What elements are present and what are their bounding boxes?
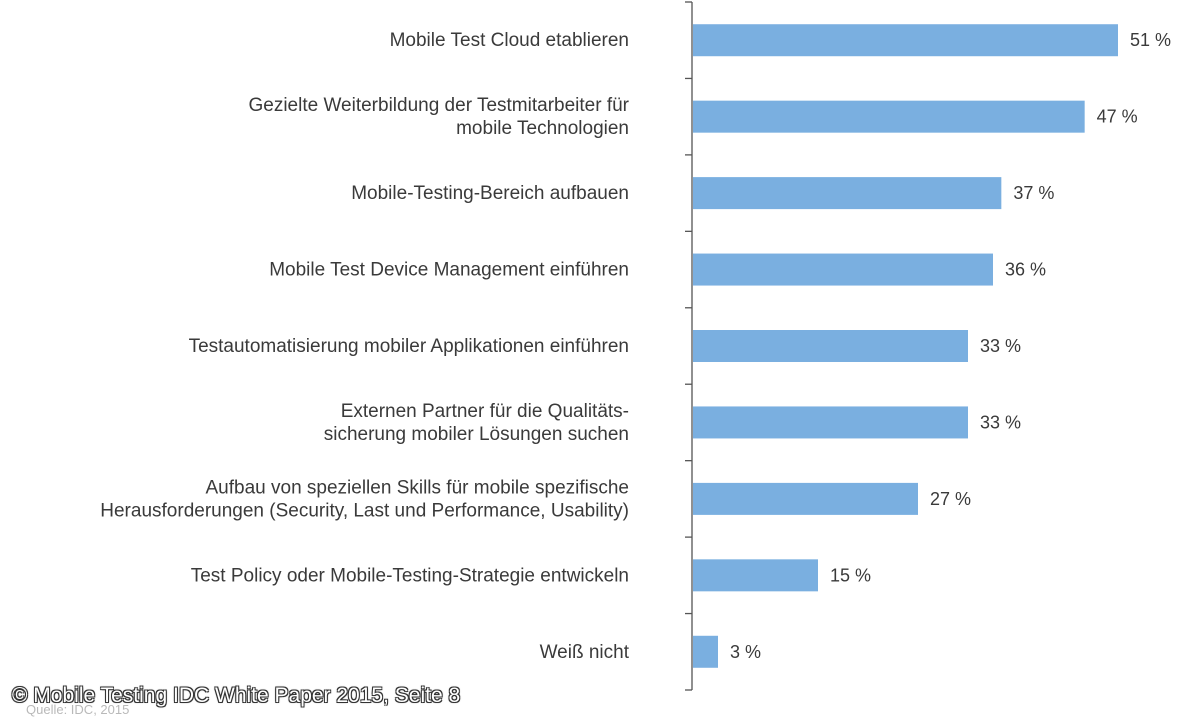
category-label: mobile Technologien	[456, 118, 629, 139]
data-label: 33 %	[980, 412, 1021, 432]
bar	[693, 482, 918, 515]
bar	[693, 253, 993, 286]
category-label: Mobile Test Cloud etablieren	[390, 30, 629, 51]
data-label: 33 %	[980, 336, 1021, 356]
source-note: Quelle: IDC, 2015	[26, 702, 130, 717]
data-label: 36 %	[1005, 260, 1046, 280]
bar	[693, 100, 1085, 133]
bar	[693, 24, 1118, 57]
copyright-watermark: © Mobile Testing IDC White Paper 2015, S…	[12, 684, 461, 707]
data-label: 3 %	[730, 642, 761, 662]
data-label: 51 %	[1130, 30, 1171, 50]
category-label: Gezielte Weiterbildung der Testmitarbeit…	[248, 95, 629, 116]
data-label: 15 %	[830, 565, 871, 585]
category-label: Test Policy oder Mobile-Testing-Strategi…	[191, 565, 629, 586]
bar	[693, 635, 718, 668]
category-label: Mobile Test Device Management einführen	[269, 260, 629, 281]
data-label: 27 %	[930, 489, 971, 509]
bar	[693, 406, 968, 439]
category-label: Aufbau von speziellen Skills für mobile …	[206, 477, 630, 498]
bar	[693, 177, 1002, 210]
bar	[693, 330, 968, 362]
category-label: Mobile-Testing-Bereich aufbauen	[351, 183, 629, 204]
category-label: Weiß nicht	[540, 642, 630, 663]
data-label: 47 %	[1097, 107, 1138, 127]
category-label: Externen Partner für die Qualitäts-	[341, 401, 629, 422]
category-label: Testautomatisierung mobiler Applikatione…	[189, 336, 629, 357]
bar	[693, 559, 818, 592]
category-label: sicherung mobiler Lösungen suchen	[324, 424, 629, 445]
category-label: Herausforderungen (Security, Last und Pe…	[100, 500, 629, 521]
data-label: 37 %	[1013, 183, 1054, 203]
